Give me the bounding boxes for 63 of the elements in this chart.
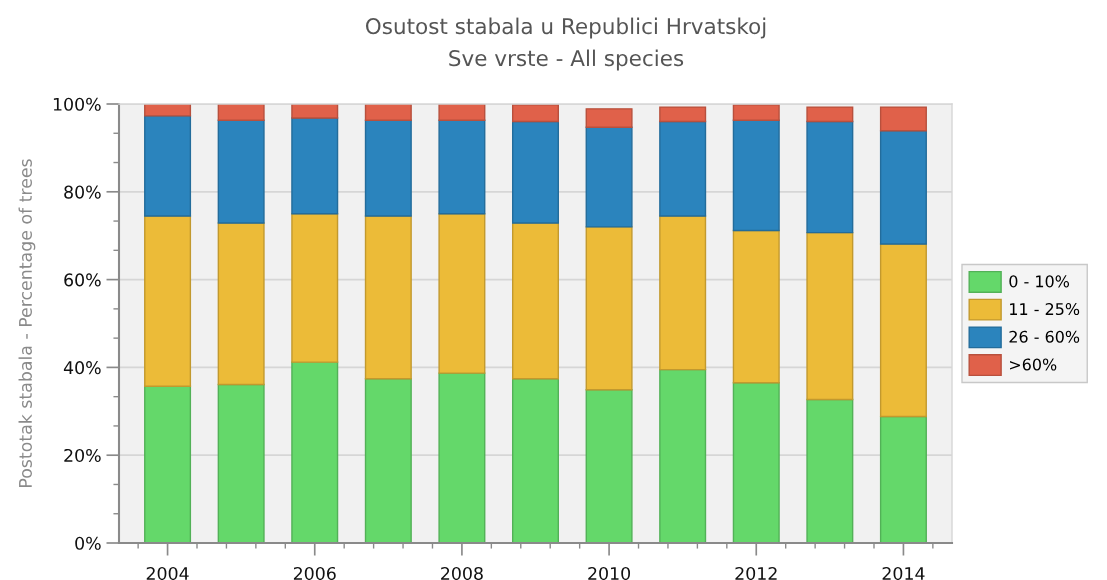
bar <box>291 104 339 119</box>
bar <box>879 130 927 245</box>
bar <box>144 215 192 387</box>
bar <box>291 117 339 215</box>
bar <box>879 415 927 543</box>
bar <box>438 104 486 121</box>
legend-label: 0 - 10% <box>1009 275 1070 288</box>
bar <box>511 222 560 380</box>
legend-label: 26 - 60% <box>1009 330 1080 343</box>
x-tick-label: 2004 <box>146 566 189 580</box>
bar <box>438 372 486 543</box>
bar <box>879 106 927 132</box>
bar <box>585 389 633 543</box>
bar <box>217 383 265 543</box>
bar <box>291 361 339 543</box>
legend-label: >60% <box>1010 358 1057 371</box>
bar <box>806 398 854 543</box>
y-tick-label: 20% <box>64 448 101 463</box>
y-tick-label: 80% <box>64 185 101 199</box>
bar <box>217 222 265 386</box>
y-tick-label: 0% <box>75 536 101 550</box>
bar <box>364 104 412 121</box>
bar <box>659 120 707 217</box>
chart-title: Osutost stabala u Republici Hrvatskoj <box>366 17 766 39</box>
bar <box>217 104 265 121</box>
x-tick-label: 2008 <box>441 566 483 580</box>
x-tick-label: 2012 <box>735 566 777 580</box>
bar <box>291 213 339 363</box>
y-axis-title: Postotak stabala - Percentage of trees <box>18 159 36 487</box>
x-tick-label: 2006 <box>293 566 336 580</box>
bar <box>511 120 560 224</box>
y-tick-label: 60% <box>64 273 101 287</box>
bar <box>732 382 780 543</box>
bar <box>659 215 707 371</box>
bar <box>364 119 412 217</box>
bar <box>806 106 854 123</box>
legend-label: 11 - 25% <box>1010 303 1080 316</box>
y-tick-label: 40% <box>63 361 101 375</box>
bar <box>732 229 780 384</box>
bar <box>511 378 560 543</box>
bar <box>585 226 633 391</box>
bar <box>438 213 486 374</box>
bar <box>806 231 854 401</box>
chart-subtitle: Sve vrste - All species <box>449 49 684 71</box>
bar <box>144 104 192 117</box>
bar <box>659 368 707 543</box>
bar <box>144 385 192 543</box>
bar <box>879 243 927 418</box>
x-tick-label: 2010 <box>588 566 631 580</box>
bar <box>144 115 192 217</box>
bar <box>364 378 412 543</box>
x-tick-label: 2014 <box>882 566 925 580</box>
bar <box>659 106 707 123</box>
bar <box>217 119 265 224</box>
bar <box>806 120 854 234</box>
bar <box>511 104 560 123</box>
bar <box>732 104 780 121</box>
bar <box>585 126 633 228</box>
bar <box>732 119 780 232</box>
bar <box>585 108 633 128</box>
bar <box>364 215 412 380</box>
bar <box>438 119 486 215</box>
y-tick-label: 100% <box>53 97 101 111</box>
